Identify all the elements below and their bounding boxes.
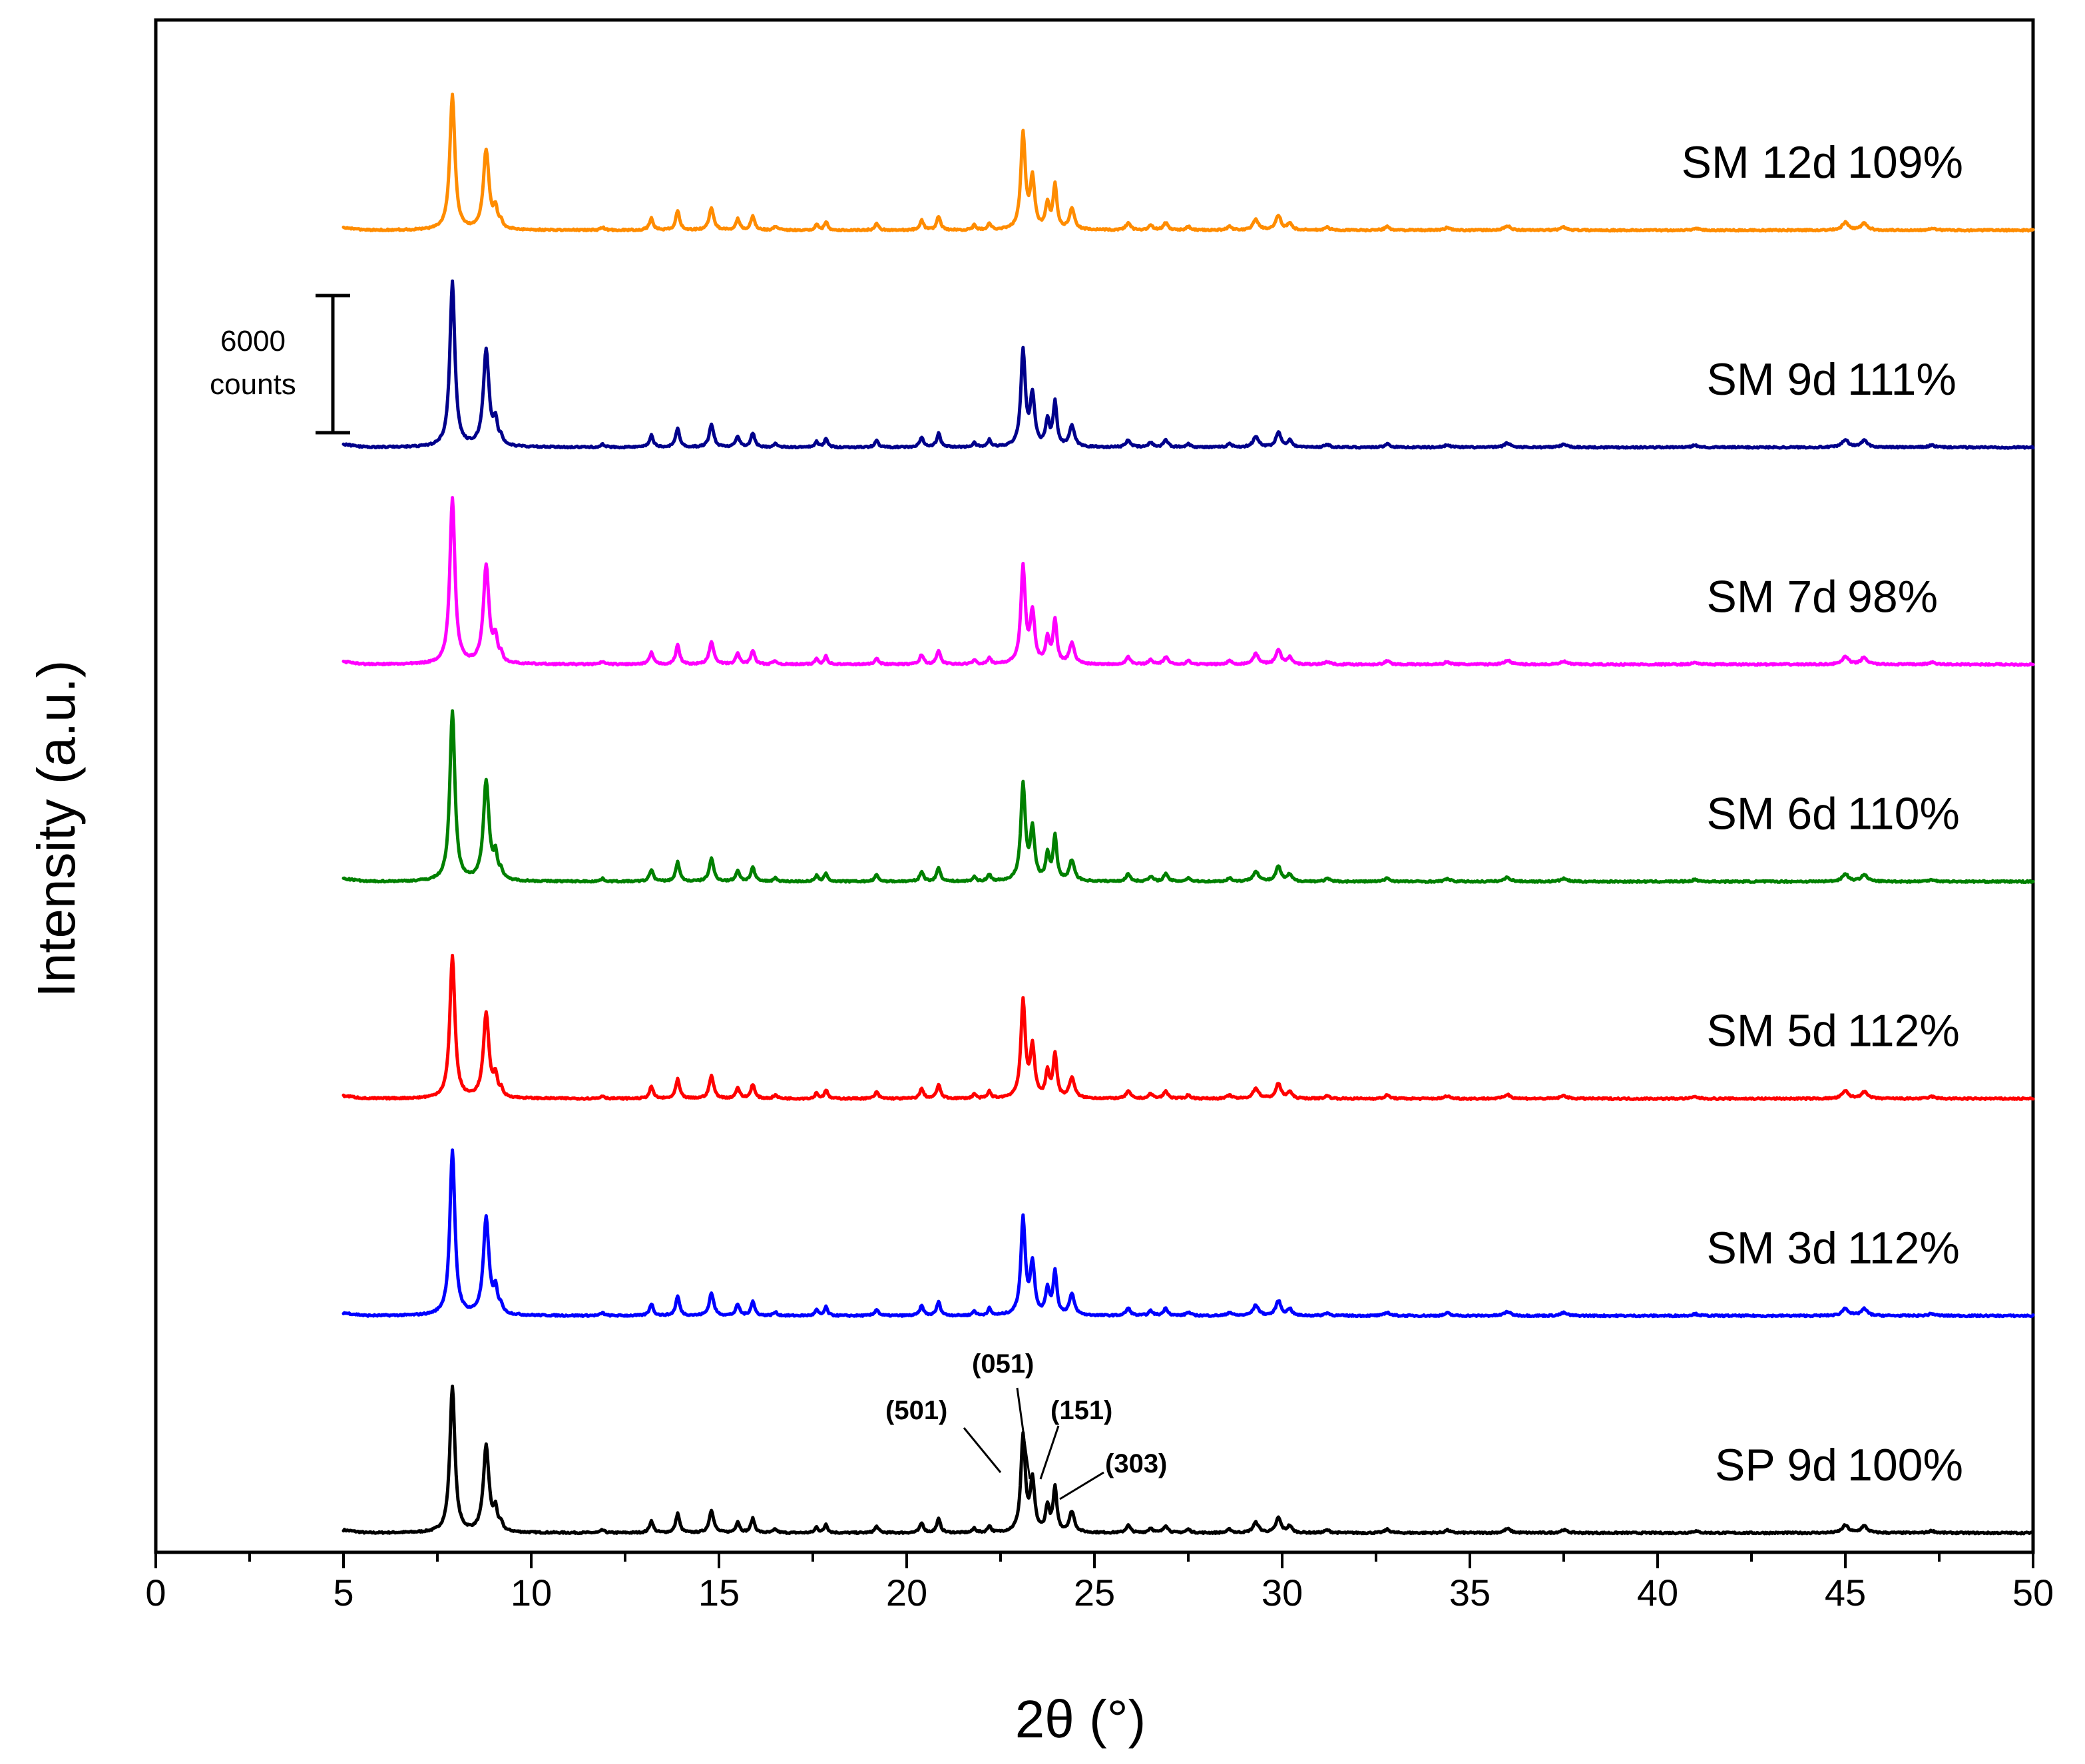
x-tick-label: 40 — [1637, 1572, 1678, 1614]
series-line-sm-3d — [342, 1148, 2035, 1319]
annotation-label-501: (501) — [885, 1396, 947, 1425]
series-label-name: SM 7d — [1706, 571, 1837, 622]
x-tick-label: 5 — [333, 1572, 353, 1614]
scale-bar-unit: counts — [210, 368, 296, 401]
series-group — [342, 93, 2035, 1536]
series-label-percent: 111% — [1847, 354, 1957, 405]
series-line-sm-12d — [342, 93, 2035, 233]
annotation-label-151: (151) — [1050, 1396, 1112, 1425]
y-axis-title: Intensity (a.u.) — [27, 660, 86, 998]
series-line-sp-9d — [342, 1385, 2035, 1536]
annotation-line-151 — [1039, 1425, 1060, 1480]
series-label-percent: 112% — [1847, 1223, 1960, 1273]
series-label-percent: 98% — [1847, 571, 1938, 622]
x-axis-ticks — [154, 1552, 2034, 1568]
series-label-name: SM 6d — [1706, 789, 1837, 839]
x-tick-label: 15 — [698, 1572, 740, 1614]
x-tick-label: 45 — [1825, 1572, 1866, 1614]
scale-bar: 6000 counts — [210, 294, 350, 435]
x-axis-title: 2θ (°) — [1015, 1689, 1146, 1749]
annotation-label-303: (303) — [1105, 1449, 1167, 1478]
x-tick-label: 35 — [1449, 1572, 1491, 1614]
x-tick-label: 30 — [1262, 1572, 1303, 1614]
plot-area-frame — [154, 18, 2035, 1554]
series-label-name: SM 3d — [1706, 1223, 1837, 1273]
peak-annotations: (501) (051) (151) (303) — [885, 1349, 1167, 1500]
series-label-name: SM 12d — [1682, 137, 1837, 188]
scale-bar-value: 6000 — [220, 325, 286, 357]
x-tick-label: 25 — [1074, 1572, 1115, 1614]
annotation-line-303 — [1059, 1471, 1104, 1500]
series-label-name: SM 9d — [1706, 354, 1837, 405]
x-axis-tick-labels: 0 5 10 15 20 25 30 35 40 45 50 — [145, 1572, 2054, 1614]
x-tick-label: 50 — [2012, 1572, 2054, 1614]
series-label-percent: 110% — [1847, 789, 1960, 839]
series-line-sm-5d — [342, 953, 2035, 1102]
x-tick-label: 10 — [511, 1572, 552, 1614]
series-label-percent: 109% — [1847, 137, 1963, 188]
series-line-sm-7d — [342, 496, 2035, 667]
series-label-percent: 100% — [1847, 1440, 1963, 1490]
x-tick-label: 20 — [886, 1572, 927, 1614]
annotation-line-501 — [963, 1427, 1002, 1473]
series-line-sm-6d — [342, 709, 2035, 884]
series-label-percent: 112% — [1847, 1006, 1960, 1056]
series-line-sm-9d — [342, 279, 2035, 450]
series-label-name: SP 9d — [1715, 1440, 1837, 1490]
series-labels: SP 9d 100%SM 3d 112%SM 5d 112%SM 6d 110%SM 7… — [1682, 137, 1963, 1490]
series-label-name: SM 5d — [1706, 1006, 1837, 1056]
x-tick-label: 0 — [145, 1572, 166, 1614]
annotation-label-051: (051) — [972, 1349, 1034, 1379]
annotation-line-051 — [1016, 1387, 1031, 1480]
